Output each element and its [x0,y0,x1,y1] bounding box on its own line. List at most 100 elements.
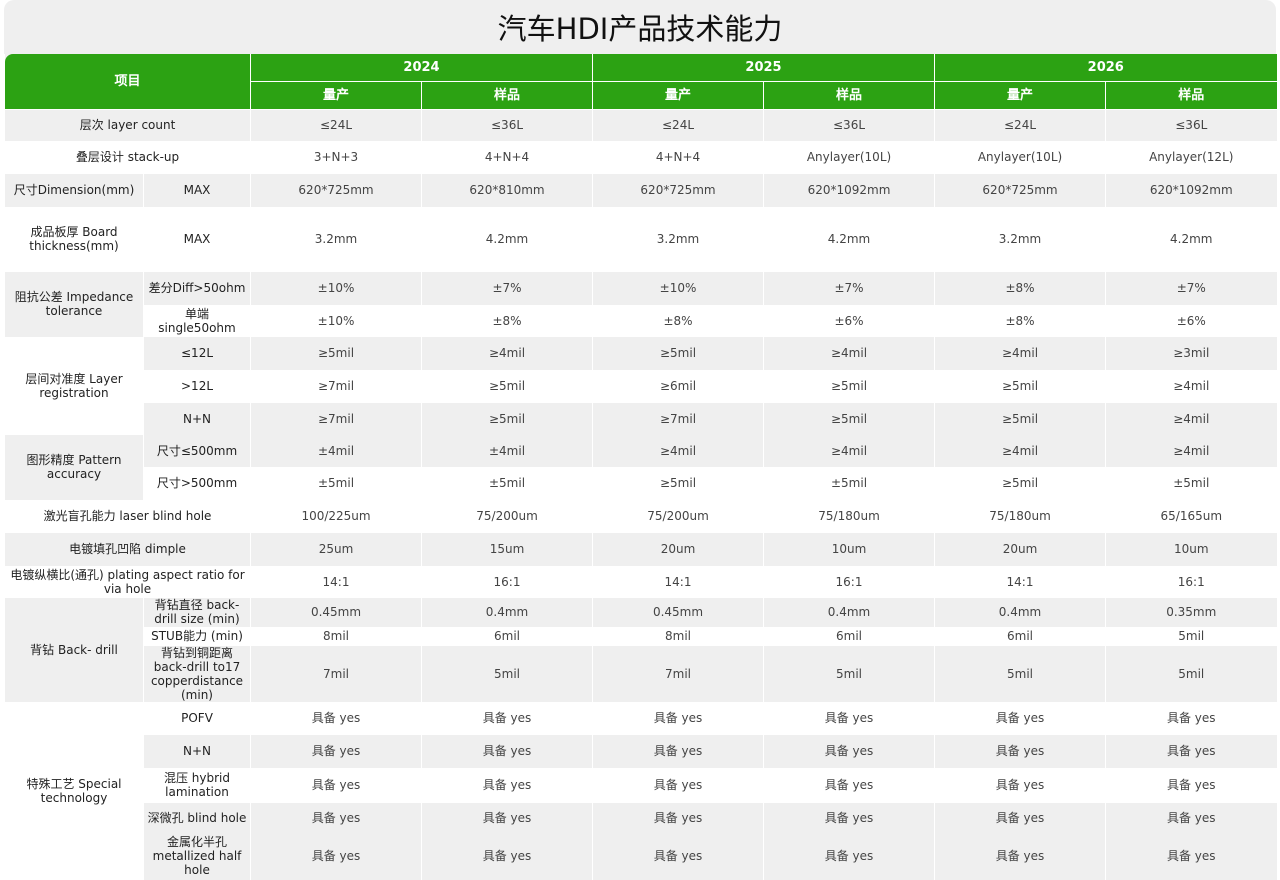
value-cell: ≥4mil [421,336,593,370]
value-cell: ≥5mil [592,466,764,500]
value-cell: 具备 yes [592,802,764,833]
value-cell: 16:1 [763,565,935,598]
table-row: 金属化半孔 metallized half hole 具备 yes 具备 yes 具备… [5,832,1277,880]
value-cell: 8mil [250,626,422,646]
value-cell: 具备 yes [421,802,593,833]
value-cell: 14:1 [250,565,422,598]
sub-label: 差分Diff>50ohm [142,271,251,305]
value-cell: 16:1 [1105,565,1277,598]
value-cell: ≥5mil [250,336,422,370]
table-row: 激光盲孔能力 laser blind hole 100/225um 75/200um… [3,499,1277,533]
value-cell: 5mil [1105,626,1277,646]
value-cell: 具备 yes [1105,701,1277,735]
value-cell: ≥4mil [1105,402,1277,435]
table-row: 特殊工艺 Special technology POFV 具备 yes 具备 yes 具… [4,701,1277,880]
sub-label: MAX [142,173,251,207]
header-sample: 样品 [421,81,593,110]
value-cell: ±7% [421,271,593,305]
value-cell: 4.2mm [763,206,935,272]
value-cell: ≥4mil [934,336,1106,370]
value-cell: ±8% [934,304,1106,337]
sub-label: 尺寸>500mm [142,466,251,500]
value-cell: 20um [934,532,1106,566]
header-item: 项目 [3,54,251,110]
value-cell: ±8% [592,304,764,337]
table-row: STUB能力 (min) 8mil 6mil 8mil 6mil 6mil 5mil [5,626,1277,646]
header-mass-production: 量产 [592,81,764,110]
value-cell: 具备 yes [250,802,422,833]
value-cell: ≥6mil [592,369,764,403]
value-cell: ±4mil [421,434,593,467]
value-cell: 8mil [592,626,764,646]
value-cell: 3.2mm [934,206,1106,272]
group-label: 特殊工艺 Special technology [4,701,144,880]
table-row: 电镀纵横比(通孔) plating aspect ratio for via h… [3,565,1277,598]
value-cell: ≥4mil [934,434,1106,467]
value-cell: ≤36L [421,109,593,141]
sub-label: POFV [142,701,251,735]
value-cell: ≥5mil [934,369,1106,403]
table-row: 尺寸Dimension(mm) MAX 620*725mm 620*810mm 620*… [4,173,1277,207]
value-cell: 14:1 [592,565,764,598]
value-cell: ≥5mil [934,466,1106,500]
value-cell: 6mil [421,626,593,646]
value-cell: 具备 yes [763,734,935,768]
value-cell: ±10% [592,271,764,305]
table-row: 阻抗公差 Impedance tolerance 差分Diff>50ohm ±10%… [4,271,1277,337]
value-cell: 75/180um [934,499,1106,533]
table-row: 图形精度 Pattern accuracy 尺寸≤500mm ±4mil ±4mil ≥… [4,434,1277,500]
table-row: 层次 layer count ≤24L ≤36L ≤24L ≤36L ≤24L ≤36L [3,109,1277,141]
value-cell: 具备 yes [421,734,593,768]
value-cell: 15um [421,532,593,566]
value-cell: ≤24L [592,109,764,141]
value-cell: 具备 yes [1105,734,1277,768]
value-cell: ≤36L [1105,109,1277,141]
value-cell: 0.4mm [763,597,935,627]
value-cell: 具备 yes [763,802,935,833]
value-cell: 具备 yes [592,832,764,880]
value-cell: ±5mil [421,466,593,500]
table-row: 成品板厚 Board thickness(mm) MAX 3.2mm 4.2mm 3.2… [4,206,1277,272]
value-cell: 具备 yes [421,832,593,880]
value-cell: ≥4mil [1105,434,1277,467]
value-cell: 5mil [934,645,1106,702]
value-cell: 0.4mm [934,597,1106,627]
header-sample: 样品 [763,81,935,110]
value-cell: 620*725mm [250,173,422,207]
value-cell: 具备 yes [763,701,935,735]
value-cell: 3+N+3 [250,140,422,174]
value-cell: 75/200um [592,499,764,533]
sub-label: 背钻直径 back-drill size (min) [142,597,251,627]
table-row: 单端 single50ohm ±10% ±8% ±8% ±6% ±8% ±6% [5,304,1277,337]
value-cell: ±5mil [1105,466,1277,500]
sub-label: 混压 hybrid lamination [142,767,251,803]
value-cell: 具备 yes [934,832,1106,880]
value-cell: ≥4mil [1105,369,1277,403]
value-cell: 7mil [592,645,764,702]
value-cell: 具备 yes [250,832,422,880]
table-row: 混压 hybrid lamination 具备 yes 具备 yes 具备 yes 具备… [5,767,1277,803]
value-cell: 620*725mm [934,173,1106,207]
value-cell: 10um [763,532,935,566]
value-cell: 具备 yes [250,734,422,768]
value-cell: ≤24L [250,109,422,141]
value-cell: Anylayer(12L) [1105,140,1277,174]
table-row: 背钻到铜距离 back-drill to17 copperdistance (m… [5,645,1277,702]
value-cell: ≥5mil [763,402,935,435]
value-cell: 3.2mm [592,206,764,272]
value-cell: ≥5mil [421,402,593,435]
title-background [4,0,1276,60]
value-cell: 10um [1105,532,1277,566]
value-cell: ≥3mil [1105,336,1277,370]
value-cell: ≥5mil [763,369,935,403]
table-row: 电镀填孔凹陷 dimple 25um 15um 20um 10um 20um 10um [3,532,1277,566]
group-label: 阻抗公差 Impedance tolerance [4,271,144,337]
value-cell: ±8% [421,304,593,337]
value-cell: ≥5mil [934,402,1106,435]
value-cell: 具备 yes [934,767,1106,803]
value-cell: 20um [592,532,764,566]
table-row: 叠层设计 stack-up 3+N+3 4+N+4 4+N+4 Anylayer(10L… [3,140,1277,174]
value-cell: ±5mil [250,466,422,500]
value-cell: 6mil [934,626,1106,646]
value-cell: ≥4mil [592,434,764,467]
